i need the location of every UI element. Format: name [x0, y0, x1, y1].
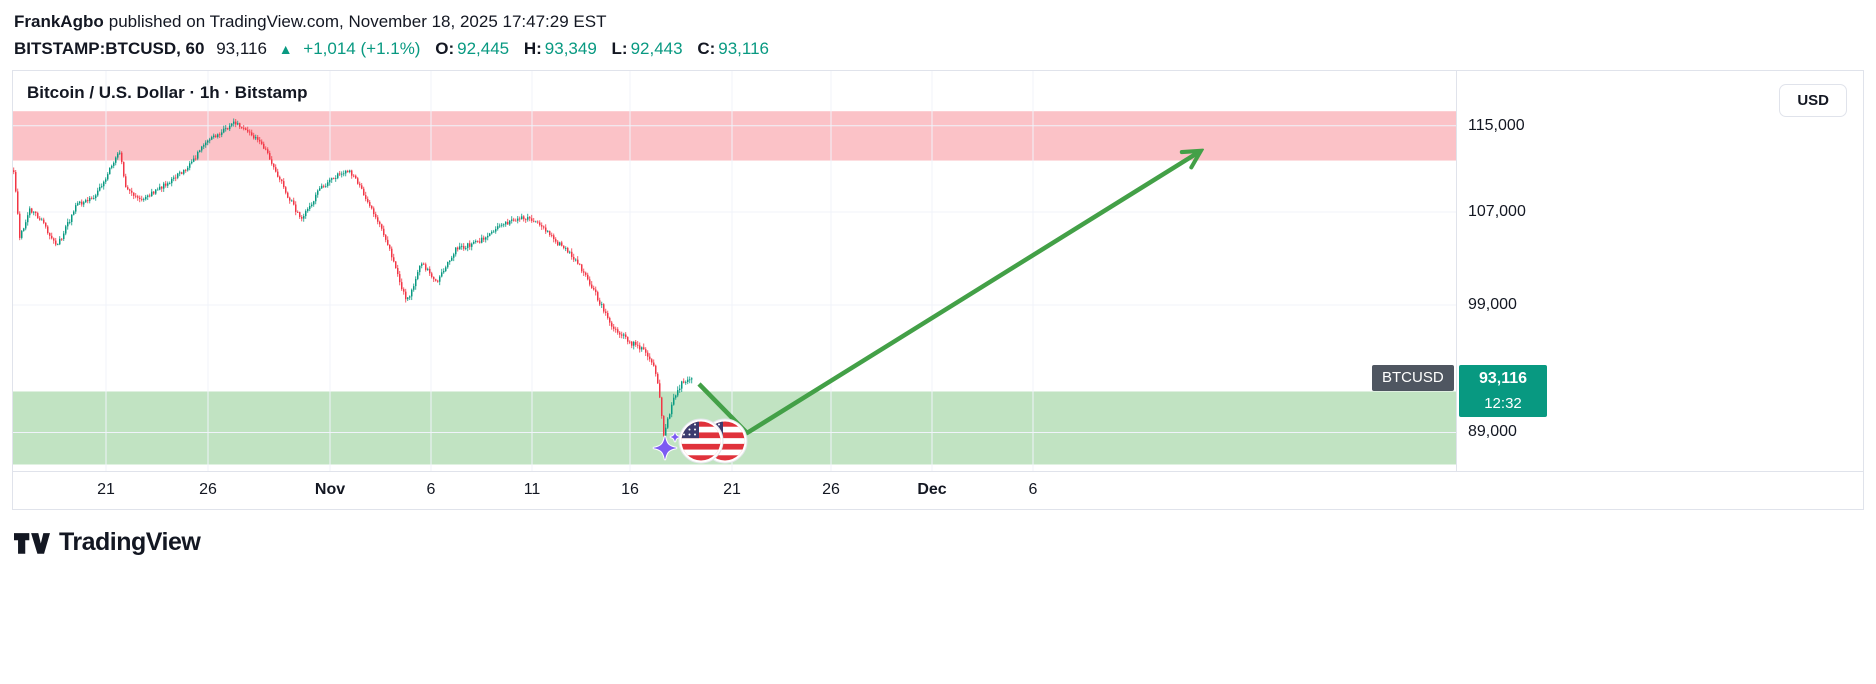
trend-arrow[interactable]	[697, 152, 1199, 436]
page: FrankAgbo published on TradingView.com, N…	[0, 0, 1876, 557]
time-axis-label: 6	[1028, 481, 1038, 498]
publication-line: FrankAgbo published on TradingView.com, N…	[14, 10, 1876, 34]
price-axis-label: 89,000	[1468, 423, 1517, 441]
symbol-interval: BITSTAMP:BTCUSD, 60	[14, 39, 205, 58]
close-label: C:	[697, 39, 716, 58]
last-price: 93,116	[216, 39, 267, 58]
low-label: L:	[611, 39, 628, 58]
candlesticks	[13, 118, 693, 440]
price-change: +1,014 (+1.1%)	[303, 39, 421, 58]
price-axis-label: 99,000	[1468, 296, 1517, 313]
time-axis-label: 16	[621, 481, 639, 498]
author-name: FrankAgbo	[14, 12, 104, 31]
sparkles-icon	[652, 431, 681, 461]
time-axis-label: 21	[723, 481, 741, 498]
price-axis[interactable]: 115,000 107,000 99,000 89,000	[1456, 71, 1863, 471]
up-triangle-icon: ▲	[278, 41, 293, 57]
price-axis-label: 115,000	[1468, 116, 1525, 134]
high-label: H:	[523, 39, 542, 58]
time-axis-label: 6	[426, 481, 436, 498]
time-axis-label: 11	[523, 481, 541, 498]
open-label: O:	[435, 39, 455, 58]
symbol-ohlc-line: BITSTAMP:BTCUSD, 60 93,116 ▲ +1,014 (+1.…	[14, 36, 1876, 62]
time-axis-label: Dec	[917, 481, 947, 498]
chart-plot-area[interactable]: Bitcoin / U.S. Dollar · 1h · Bitstamp	[13, 71, 1456, 471]
us-flag-icon	[678, 418, 724, 464]
open-value: 92,445	[457, 39, 510, 58]
currency-toggle-button[interactable]: USD	[1779, 84, 1847, 117]
close-value: 93,116	[718, 39, 769, 58]
last-price-badge: 93,116 12:32	[1459, 365, 1547, 418]
badge-countdown: 12:32	[1484, 395, 1522, 413]
axis-symbol-label: BTCUSD	[1372, 365, 1454, 392]
price-chart[interactable]	[13, 71, 1456, 471]
low-value: 92,443	[630, 39, 683, 58]
time-axis-label: 26	[199, 481, 217, 498]
time-axis[interactable]: 21 26 Nov 6 11 16 21 26 Dec 6	[13, 471, 1863, 509]
published-text: published on TradingView.com, November 1…	[108, 12, 607, 31]
time-axis-label: 26	[822, 481, 840, 498]
time-axis-label: Nov	[314, 481, 346, 498]
high-value: 93,349	[544, 39, 597, 58]
tradingview-brand-text[interactable]: TradingView	[59, 528, 201, 556]
chart-legend-title: Bitcoin / U.S. Dollar · 1h · Bitstamp	[27, 83, 308, 102]
tradingview-logo-icon[interactable]	[14, 529, 50, 557]
time-axis-label: 21	[97, 481, 115, 498]
publication-header: FrankAgbo published on TradingView.com, N…	[0, 0, 1876, 62]
price-axis-label: 107,000	[1468, 203, 1526, 220]
chart-panel: Bitcoin / U.S. Dollar · 1h · Bitstamp 11…	[12, 70, 1864, 510]
badge-price: 93,116	[1478, 370, 1528, 388]
zone-resistance[interactable]	[13, 111, 1456, 161]
tradingview-footer: TradingView	[14, 528, 1876, 557]
